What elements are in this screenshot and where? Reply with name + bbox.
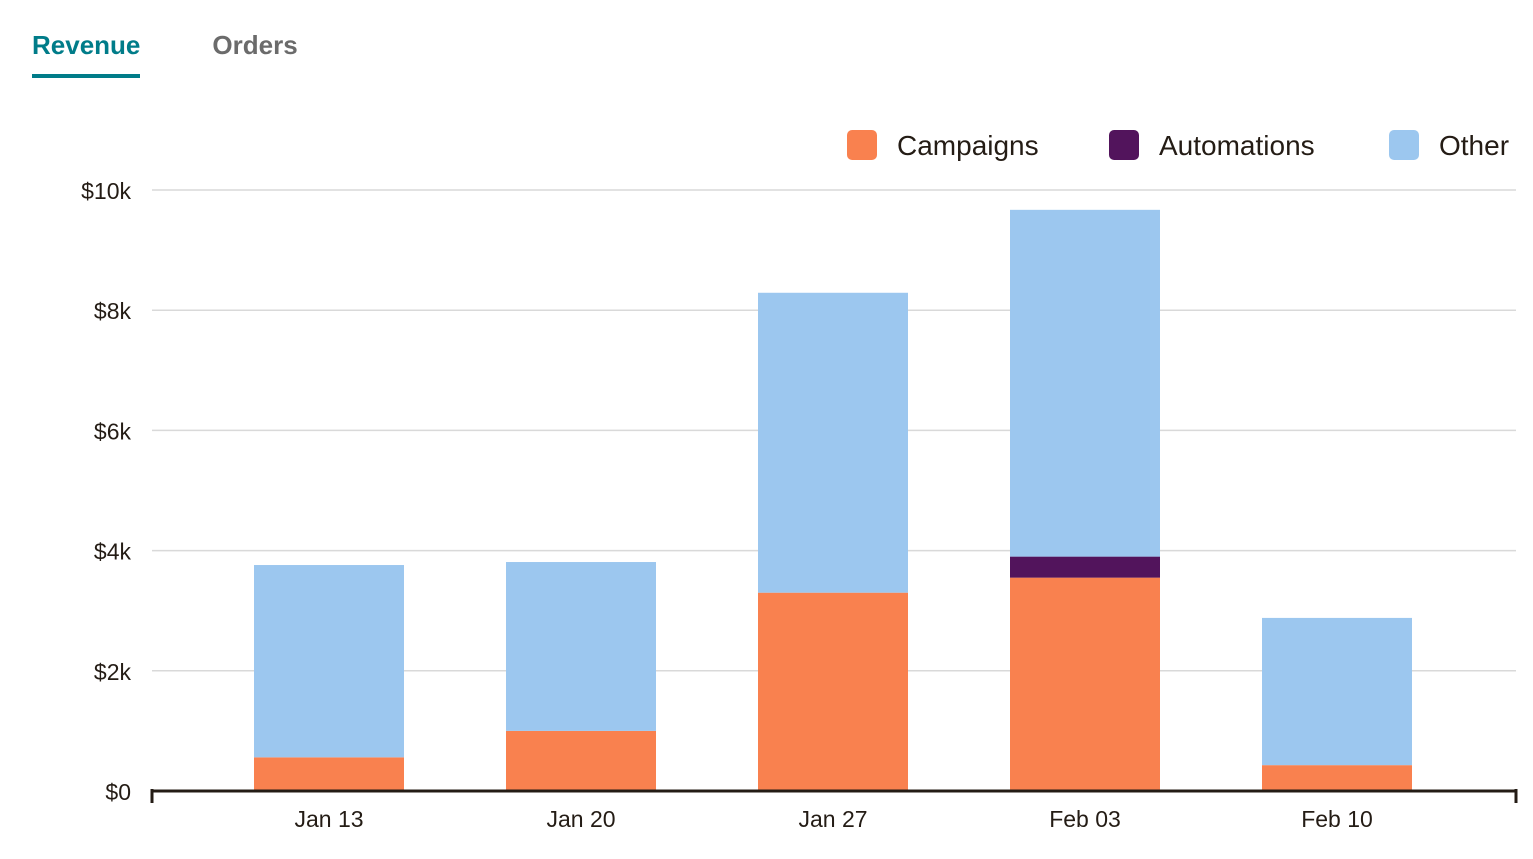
tab-revenue[interactable]: Revenue	[32, 22, 141, 78]
bar-campaigns-jan-27[interactable]	[758, 592, 908, 791]
legend-label: Other	[1439, 130, 1509, 161]
x-tick-label: Jan 13	[294, 806, 363, 832]
legend-label: Automations	[1159, 130, 1315, 161]
legend-item-other[interactable]: Other	[1389, 130, 1509, 161]
legend: Campaigns Automations Other	[847, 130, 1509, 161]
bar-campaigns-feb-03[interactable]	[1010, 577, 1160, 791]
x-tick-label: Feb 10	[1301, 806, 1373, 832]
bar-other-jan-20[interactable]	[506, 562, 656, 731]
x-tick-label: Feb 03	[1049, 806, 1121, 832]
chart-tabs: Revenue Orders	[32, 22, 370, 82]
x-tick-label: Jan 20	[546, 806, 615, 832]
bar-campaigns-jan-13[interactable]	[254, 757, 404, 791]
legend-item-campaigns[interactable]: Campaigns	[847, 130, 1039, 161]
y-tick-label: $10k	[81, 178, 131, 204]
legend-swatch	[847, 130, 877, 160]
x-axis-ticks: Jan 13 Jan 20 Jan 27 Feb 03 Feb 10	[294, 806, 1372, 832]
y-tick-label: $4k	[94, 539, 132, 565]
legend-swatch	[1389, 130, 1419, 160]
y-tick-label: $6k	[94, 418, 132, 444]
y-tick-label: $8k	[94, 298, 132, 324]
x-tick-label: Jan 27	[798, 806, 867, 832]
legend-label: Campaigns	[897, 130, 1039, 161]
y-axis-ticks: $0 $2k $4k $6k $8k $10k	[81, 178, 131, 805]
bar-campaigns-jan-20[interactable]	[506, 730, 656, 791]
bar-other-jan-27[interactable]	[758, 292, 908, 593]
bar-other-feb-10[interactable]	[1262, 617, 1412, 766]
legend-swatch	[1109, 130, 1139, 160]
tab-orders[interactable]: Orders	[212, 30, 298, 60]
bar-automations-feb-03[interactable]	[1010, 556, 1160, 578]
bar-other-feb-03[interactable]	[1010, 209, 1160, 557]
y-tick-label: $2k	[94, 659, 132, 685]
bars	[254, 209, 1412, 791]
y-tick-label: $0	[105, 779, 131, 805]
bar-other-jan-13[interactable]	[254, 565, 404, 758]
legend-item-automations[interactable]: Automations	[1109, 130, 1315, 161]
x-axis	[150, 789, 1518, 803]
bar-campaigns-feb-10[interactable]	[1262, 765, 1412, 791]
